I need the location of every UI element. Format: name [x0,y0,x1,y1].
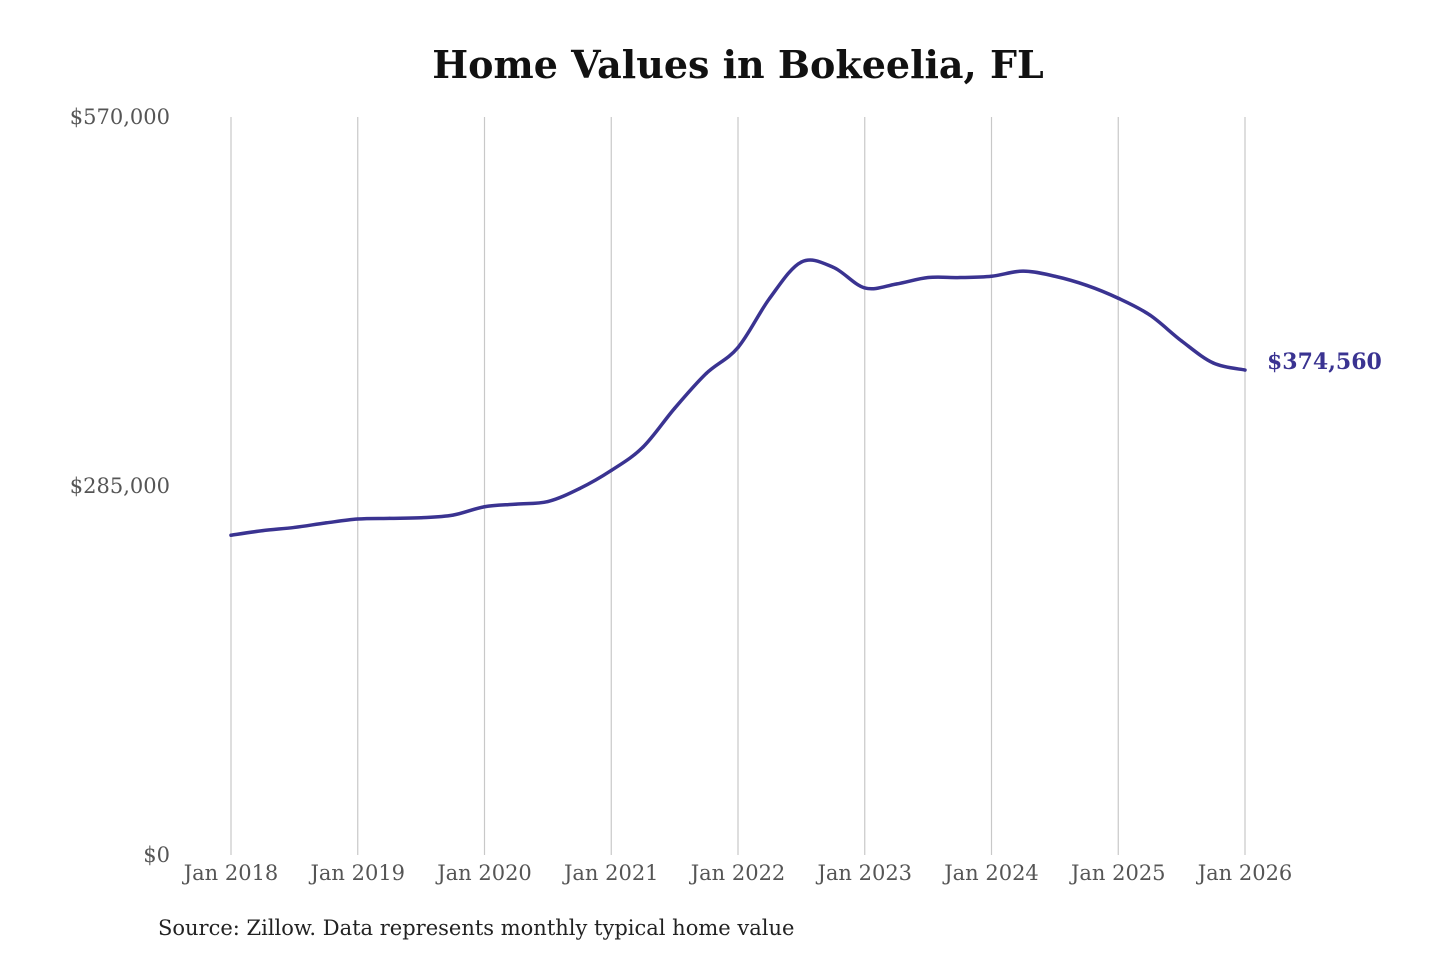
data-point [577,486,582,491]
series-layer: $374,560 [229,258,1382,537]
x-tick-label: Jan 2019 [308,861,405,885]
data-point [229,533,233,537]
data-point [1021,269,1025,273]
end-value-label: $374,560 [1267,349,1382,375]
data-point [894,282,899,286]
data-point [1053,274,1057,278]
x-tick-label: Jan 2025 [1069,861,1166,885]
x-tick-label: Jan 2026 [1196,861,1293,885]
data-point [989,274,994,278]
y-tick-label: $285,000 [70,474,170,498]
data-point [863,286,867,290]
y-tick-label: $570,000 [70,105,170,129]
data-point [673,406,677,410]
data-point [292,525,296,530]
data-point [324,521,328,525]
data-point [926,275,930,280]
source-note: Source: Zillow. Data represents monthly … [158,916,795,940]
data-point [799,260,803,264]
data-point [546,499,550,504]
y-tick-label: $0 [143,843,170,867]
data-point [419,516,423,520]
data-point [1116,296,1120,300]
x-axis-ticks: Jan 2018 Jan 2019 Jan 2020 Jan 2021 Jan 2022… [182,861,1293,885]
x-tick-label: Jan 2020 [435,861,532,885]
data-point [451,513,455,517]
data-point [609,468,613,473]
data-point [831,265,835,269]
x-tick-label: Jan 2018 [182,861,279,885]
x-tick-label: Jan 2021 [562,861,659,885]
data-point [387,516,392,520]
data-point [261,529,265,533]
data-point [1148,313,1152,317]
data-point [356,517,360,521]
y-axis-ticks: $570,000 $285,000 $0 [70,105,170,867]
data-point [641,445,645,449]
data-point [704,371,708,375]
data-point [1180,339,1184,343]
x-tick-label: Jan 2024 [942,861,1039,885]
x-tick-label: Jan 2023 [815,861,912,885]
data-point [1084,283,1089,287]
data-point [1211,361,1215,365]
data-point [958,275,962,280]
data-point [514,502,518,506]
x-tick-label: Jan 2022 [689,861,786,885]
gridlines [230,117,1246,855]
chart-title: Home Values in Bokeelia, FL [432,42,1044,87]
data-point [768,296,772,300]
data-point [1243,368,1247,372]
data-point [482,505,487,509]
data-point [736,345,740,350]
